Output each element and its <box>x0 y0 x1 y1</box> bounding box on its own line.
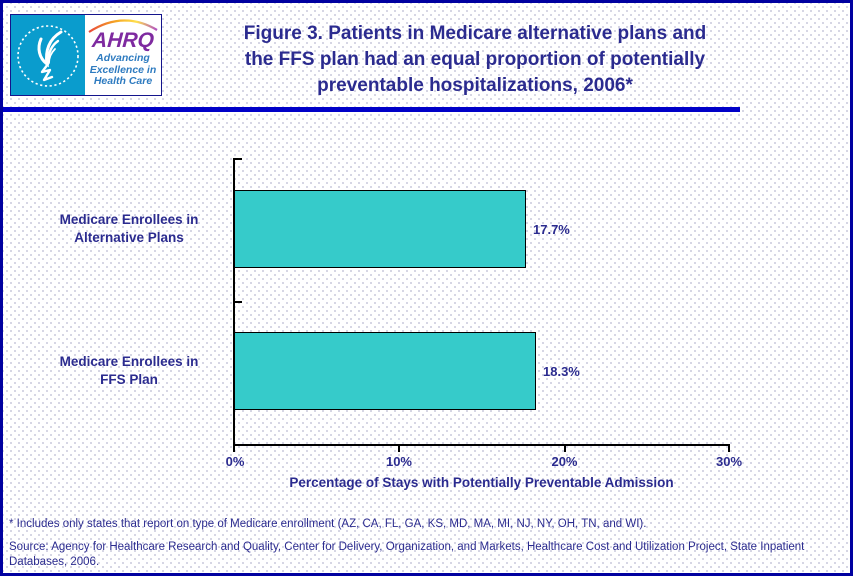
x-tick-label-0: 0% <box>225 454 245 469</box>
y-axis-tick <box>235 301 242 303</box>
x-axis-tick <box>728 446 730 452</box>
bar-ffs-plan <box>234 332 536 410</box>
hhs-seal-icon <box>11 15 85 95</box>
value-label-alternative-plans: 17.7% <box>533 221 570 237</box>
figure-title: Figure 3. Patients in Medicare alternati… <box>243 23 707 96</box>
category-label-ffs-plan: Medicare Enrollees in FFS Plan <box>59 354 199 387</box>
rainbow-arc-icon <box>88 19 158 33</box>
x-axis-title: Percentage of Stays with Potentially Pre… <box>289 475 674 490</box>
category-label-alternative-plans: Medicare Enrollees in Alternative Plans <box>59 212 199 245</box>
x-axis-tick <box>398 446 400 452</box>
ahrq-tagline: Advancing Excellence in Health Care <box>89 52 157 87</box>
ahrq-acronym: AHRQ <box>91 29 155 52</box>
bar-row: 18.3% <box>234 332 580 410</box>
x-axis: 0% 10% 20% 30% <box>226 444 742 469</box>
footnote: * Includes only states that report on ty… <box>9 518 647 530</box>
ahrq-logo-text-panel: AHRQ Advancing Excellence in Health Care <box>85 15 161 95</box>
bar-alternative-plans <box>234 190 526 268</box>
y-axis-line <box>233 158 235 446</box>
bar-row: 17.7% <box>234 190 570 268</box>
ahrq-logo: AHRQ Advancing Excellence in Health Care <box>10 14 162 96</box>
value-label-ffs-plan: 18.3% <box>543 363 580 379</box>
y-axis-tick <box>235 158 242 160</box>
x-axis-tick <box>563 446 566 452</box>
header-divider <box>3 107 740 112</box>
x-tick-label-20: 20% <box>551 454 578 469</box>
x-tick-label-30: 30% <box>715 454 743 469</box>
x-tick-label-10: 10% <box>385 454 412 469</box>
x-axis-tick <box>233 446 235 452</box>
source-note: Source: Agency for Healthcare Research a… <box>9 541 805 568</box>
x-axis-line <box>233 444 730 446</box>
